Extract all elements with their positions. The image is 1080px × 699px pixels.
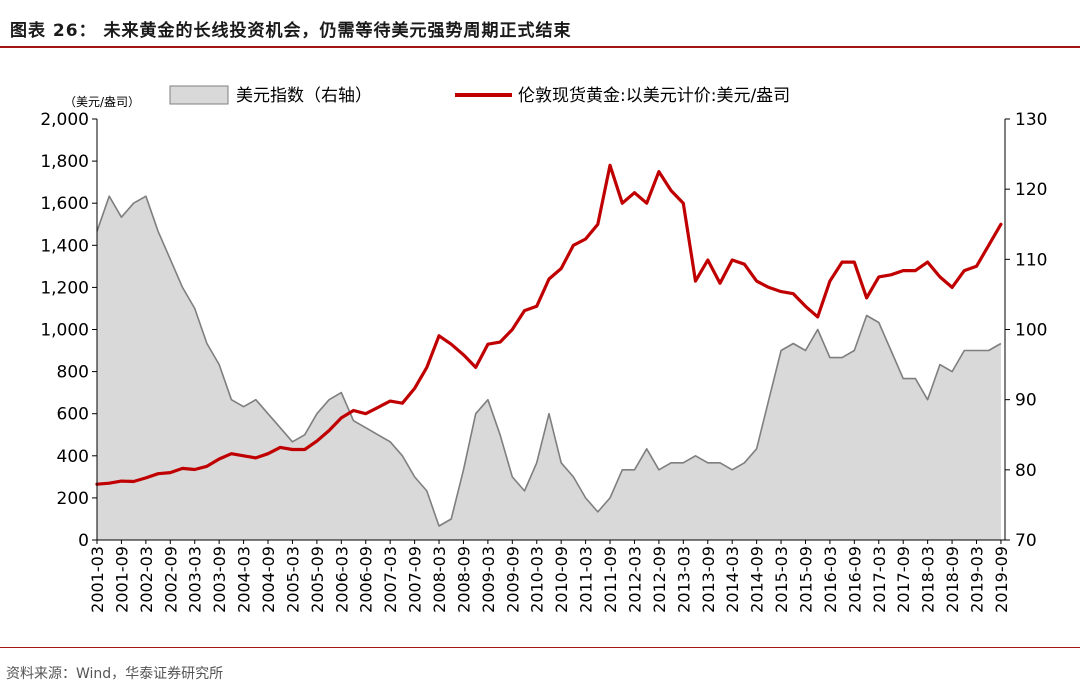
x-tick-label: 2005-09 — [308, 546, 327, 613]
x-tick-label: 2007-09 — [406, 546, 425, 613]
x-tick-label: 2010-03 — [528, 546, 547, 613]
left-tick-label: 1,800 — [40, 152, 89, 172]
x-tick-label: 2014-03 — [723, 546, 742, 613]
left-tick-label: 1,000 — [40, 321, 89, 341]
x-tick-label: 2002-03 — [137, 546, 156, 613]
x-tick-label: 2005-03 — [283, 546, 302, 613]
x-tick-label: 2014-09 — [748, 546, 767, 613]
x-tick-label: 2001-09 — [112, 546, 131, 613]
legend-label-dollar-index: 美元指数（右轴） — [236, 86, 372, 106]
left-axis-unit: （美元/盎司） — [64, 95, 140, 109]
x-tick-label: 2007-03 — [381, 546, 400, 613]
right-tick-label: 120 — [1015, 180, 1047, 200]
legend-label-gold: 伦敦现货黄金:以美元计价:美元/盎司 — [518, 86, 790, 106]
x-tick-label: 2006-03 — [332, 546, 351, 613]
x-tick-label: 2019-03 — [968, 546, 987, 613]
x-tick-label: 2003-09 — [210, 546, 229, 613]
x-tick-label: 2004-03 — [235, 546, 254, 613]
chart: （美元/盎司） 美元指数（右轴） 伦敦现货黄金:以美元计价:美元/盎司 0200… — [40, 85, 1047, 613]
x-tick-label: 2011-09 — [601, 546, 620, 613]
x-tick-label: 2012-09 — [650, 546, 669, 613]
x-tick-label: 2017-09 — [894, 546, 913, 613]
x-tick-label: 2009-09 — [503, 546, 522, 613]
right-tick-label: 70 — [1015, 531, 1037, 551]
x-tick-label: 2010-09 — [552, 546, 571, 613]
left-tick-label: 1,400 — [40, 236, 89, 256]
x-tick-label: 2008-03 — [430, 546, 449, 613]
series-line-dollar-index — [96, 195, 1002, 527]
x-tick-label: 2017-03 — [870, 546, 889, 613]
figure-title: 图表 26： 未来黄金的长线投资机会，仍需等待美元强势周期正式结束 — [10, 21, 572, 41]
left-tick-label: 600 — [57, 405, 89, 425]
x-tick-label: 2013-09 — [699, 546, 718, 613]
right-tick-label: 80 — [1015, 461, 1037, 481]
left-tick-label: 1,200 — [40, 278, 89, 298]
x-tick-label: 2018-09 — [943, 546, 962, 613]
x-tick-label: 2013-03 — [674, 546, 693, 613]
source-note: 资料来源：Wind，华泰证券研究所 — [6, 666, 224, 682]
x-tick-label: 2016-09 — [845, 546, 864, 613]
right-tick-label: 130 — [1015, 110, 1047, 130]
x-tick-label: 2018-03 — [919, 546, 938, 613]
title-rule — [0, 46, 1080, 48]
x-tick-label: 2015-03 — [772, 546, 791, 613]
left-tick-label: 800 — [57, 363, 89, 383]
footer-rule — [0, 647, 1080, 648]
x-tick-label: 2015-09 — [797, 546, 816, 613]
legend-swatch-dollar-index — [169, 85, 229, 105]
plot-area — [95, 163, 1003, 540]
x-tick-label: 2002-09 — [161, 546, 180, 613]
x-tick-label: 2004-09 — [259, 546, 278, 613]
left-tick-label: 0 — [78, 531, 89, 551]
left-tick-label: 200 — [57, 489, 89, 509]
series-area-dollar-index — [97, 196, 1001, 540]
x-tick-label: 2012-03 — [626, 546, 645, 613]
right-tick-label: 90 — [1015, 391, 1037, 411]
x-tick-label: 2006-09 — [357, 546, 376, 613]
x-tick-label: 2016-03 — [821, 546, 840, 613]
x-tick-label: 2001-03 — [88, 546, 107, 613]
x-tick-label: 2008-09 — [455, 546, 474, 613]
x-tick-label: 2011-03 — [577, 546, 596, 613]
left-tick-label: 400 — [57, 447, 89, 467]
series-line-gold — [95, 163, 1003, 486]
x-tick-label: 2019-09 — [992, 546, 1011, 613]
left-tick-label: 2,000 — [40, 110, 89, 130]
axes: 0 200 400 600 800 1,000 1,200 1,400 1,600 1,800 2,… — [40, 110, 1047, 613]
x-tick-label: 2003-03 — [186, 546, 205, 613]
right-tick-label: 100 — [1015, 321, 1047, 341]
legend: 美元指数（右轴） 伦敦现货黄金:以美元计价:美元/盎司 — [169, 85, 790, 106]
x-tick-label: 2009-03 — [479, 546, 498, 613]
right-tick-label: 110 — [1015, 250, 1047, 270]
left-tick-label: 1,600 — [40, 194, 89, 214]
